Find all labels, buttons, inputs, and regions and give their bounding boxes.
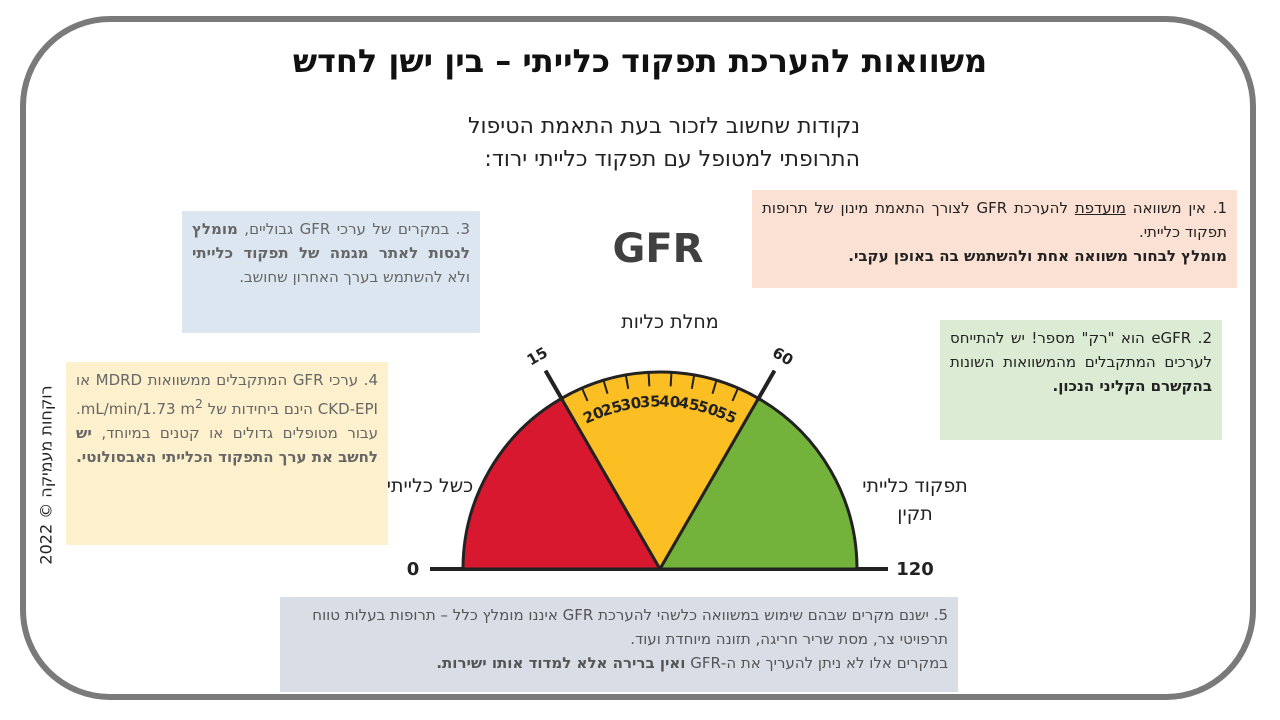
- gauge-tick-50: [711, 379, 718, 394]
- gauge-tick-label-40: 40: [659, 392, 681, 411]
- point-5-box: 5. ישנם מקרים שבהם שימוש במשוואה כלשהי ל…: [280, 597, 958, 692]
- point-4-box: 4. ערכי GFR המתקבלים ממשוואות MDRD או CK…: [66, 362, 388, 545]
- point-5-text-cont: במקרים אלו לא ניתן להעריך את ה-GFR: [685, 654, 948, 672]
- point-3-text-cont: ולא להשתמש בערך האחרון שחושב.: [239, 268, 470, 286]
- point-3-text: 3. במקרים של ערכי GFR גבוליים,: [237, 220, 471, 238]
- gauge-title: GFR: [612, 226, 704, 272]
- point-2-text: 2. eGFR הוא "רק" מספר! יש להתייחס לערכים…: [950, 329, 1212, 371]
- label-normal-function: תפקוד כלייתי תקין: [862, 475, 968, 525]
- point-1-box: 1. אין משוואה מועדפת להערכת GFR לצורך הת…: [752, 190, 1237, 288]
- gauge-tick-45: [690, 374, 696, 389]
- gauge-tick-label-50: 50: [695, 397, 720, 420]
- point-4-bold: יש לחשב את ערך התפקוד הכלייתי האבסולוטי.: [76, 424, 378, 466]
- gauge-tick-label-35: 35: [639, 392, 661, 411]
- gauge-zone-0: [461, 396, 662, 571]
- gauge-tick-15: [543, 369, 565, 402]
- page-title: משוואות להערכת תפקוד כלייתי – בין ישן לח…: [292, 42, 988, 80]
- point-4-text-cont: . עבור מטופלים גדולים או קטנים במיוחד,: [76, 400, 378, 442]
- gauge-tick-60: [755, 369, 777, 402]
- gauge-tick-55: [731, 387, 739, 402]
- point-3-box: 3. במקרים של ערכי GFR גבוליים, מומלץ לנס…: [182, 211, 480, 333]
- point-4-sup: 2: [194, 396, 203, 411]
- gauge-zone-2: [658, 396, 859, 571]
- point-5-text: 5. ישנם מקרים שבהם שימוש במשוואה כלשהי ל…: [312, 606, 948, 648]
- gauge-zone-1: [560, 370, 760, 571]
- point-2-bold: בהקשרם הקליני הנכון.: [1052, 377, 1212, 395]
- subtitle-line-2: התרופתי למטופל עם תפקוד כלייתי ירוד:: [484, 147, 860, 172]
- gauge-tick-40: [669, 372, 673, 387]
- point-2-box: 2. eGFR הוא "רק" מספר! יש להתייחס לערכים…: [940, 320, 1222, 440]
- label-kidney-disease: מחלת כליות: [621, 311, 719, 333]
- gauge-tick-30: [624, 374, 630, 389]
- gauge-max-label: 120: [896, 559, 934, 580]
- point-1-underlined: מועדפת: [1074, 199, 1126, 217]
- gauge-tick-35: [647, 372, 651, 387]
- gauge-tick-label-15: 15: [524, 343, 551, 369]
- rounded-frame: [20, 16, 1256, 700]
- subtitle-line-1: נקודות שחשוב לזכור בעת התאמת הטיפול: [468, 114, 860, 139]
- subtitle: נקודות שחשוב לזכור בעת התאמת הטיפול התרו…: [360, 110, 860, 176]
- point-3-bold: מומלץ לנסות לאתר מגמה של תפקוד כלייתי: [192, 220, 470, 262]
- point-1-bold: מומלץ לבחור משוואה אחת ולהשתמש בה באופן …: [848, 247, 1227, 265]
- gauge-tick-20: [581, 387, 589, 402]
- gauge-tick-label-45: 45: [677, 393, 701, 414]
- point-1-text: 1. אין משוואה: [1125, 199, 1227, 217]
- gauge-tick-label-30: 30: [619, 393, 643, 414]
- gauge-tick-25: [602, 379, 609, 394]
- gauge-tick-label-60: 60: [769, 343, 796, 369]
- gauge-tick-label-25: 25: [599, 397, 624, 420]
- copyright-note: רוקחות מעמיקה © 2022: [26, 360, 66, 590]
- point-5-bold: ואין ברירה אלא למדוד אותו ישירות.: [436, 654, 686, 672]
- copyright-text: רוקחות מעמיקה © 2022: [36, 385, 56, 565]
- point-1-text-cont: להערכת GFR לצורך התאמת מינון של תרופות ת…: [762, 199, 1227, 241]
- label-kidney-failure: כשל כלייתי: [386, 475, 474, 497]
- gauge-min-label: 0: [407, 559, 420, 580]
- point-4-text: 4. ערכי GFR המתקבלים ממשוואות MDRD או CK…: [76, 371, 378, 418]
